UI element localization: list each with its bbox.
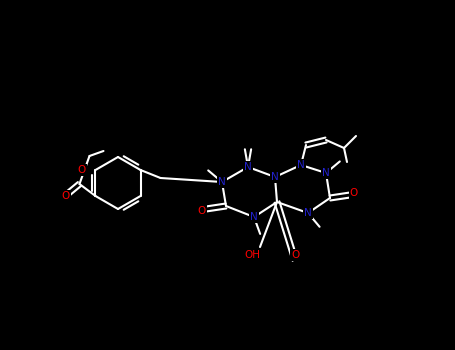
Text: O: O [77,165,86,175]
Text: O: O [61,191,70,201]
Text: O: O [291,250,299,260]
Text: N: N [322,168,330,178]
Text: O: O [198,206,206,216]
Text: O: O [350,188,358,198]
Text: N: N [250,212,258,222]
Text: OH: OH [244,250,260,260]
Text: N: N [244,162,252,172]
Text: N: N [304,208,312,218]
Text: N: N [218,177,226,187]
Text: N: N [297,160,305,170]
Text: N: N [271,172,279,182]
